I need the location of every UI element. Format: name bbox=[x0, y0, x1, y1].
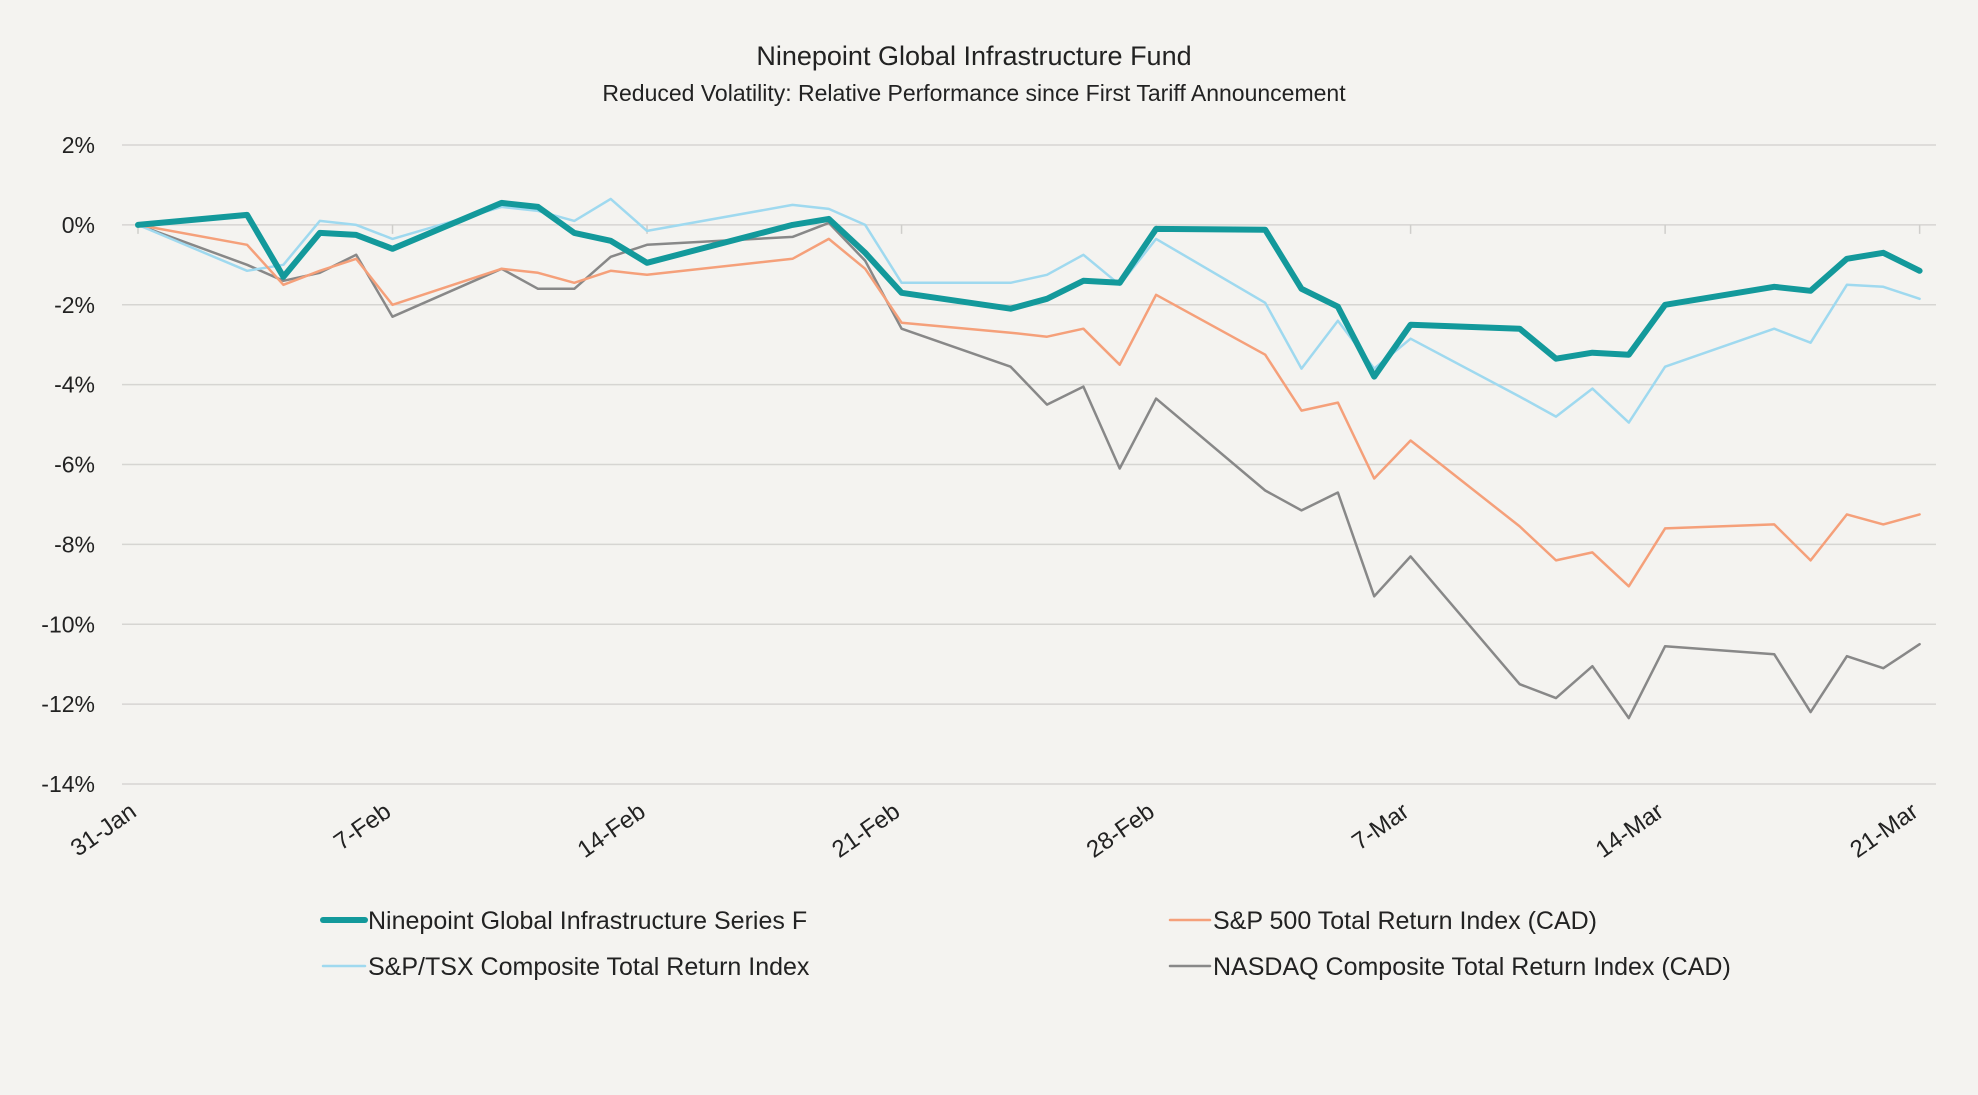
legend-label: S&P 500 Total Return Index (CAD) bbox=[1213, 907, 1597, 935]
y-axis-ticks: 2% 0% -2% -4% -6% -8% -10% -12% -14% bbox=[41, 132, 95, 797]
y-tick-label: -10% bbox=[41, 611, 95, 637]
y-tick-label: -8% bbox=[54, 531, 95, 557]
y-tick-label: -2% bbox=[54, 292, 95, 318]
x-tick-label: 21-Mar bbox=[1845, 798, 1923, 864]
x-tick-label: 21-Feb bbox=[827, 798, 905, 864]
legend: Ninepoint Global Infrastructure Series F… bbox=[320, 907, 1731, 981]
y-tick-label: -14% bbox=[41, 771, 95, 797]
series-line-1 bbox=[136, 223, 1921, 588]
x-tick-label: 7-Mar bbox=[1347, 798, 1414, 856]
y-tick-label: -4% bbox=[54, 372, 95, 398]
gridlines bbox=[122, 144, 1936, 785]
legend-label: S&P/TSX Composite Total Return Index bbox=[368, 953, 810, 981]
y-tick-label: -12% bbox=[41, 691, 95, 717]
chart-subtitle: Reduced Volatility: Relative Performance… bbox=[602, 80, 1346, 106]
x-tick-label: 7-Feb bbox=[329, 798, 396, 856]
series-line-0 bbox=[135, 199, 1923, 380]
x-tick-label: 14-Feb bbox=[573, 798, 651, 864]
y-tick-label: 0% bbox=[62, 212, 95, 238]
chart-title: Ninepoint Global Infrastructure Fund bbox=[756, 41, 1191, 71]
series-line-3 bbox=[136, 221, 1921, 720]
legend-label: NASDAQ Composite Total Return Index (CAD… bbox=[1213, 953, 1731, 981]
y-tick-label: 2% bbox=[62, 132, 95, 158]
y-tick-label: -6% bbox=[54, 452, 95, 478]
series-lines bbox=[135, 197, 1923, 720]
x-tick-label: 31-Jan bbox=[66, 798, 142, 862]
x-tick-label: 28-Feb bbox=[1082, 798, 1160, 864]
legend-label: Ninepoint Global Infrastructure Series F bbox=[368, 907, 807, 935]
x-tick-label: 14-Mar bbox=[1591, 798, 1669, 864]
